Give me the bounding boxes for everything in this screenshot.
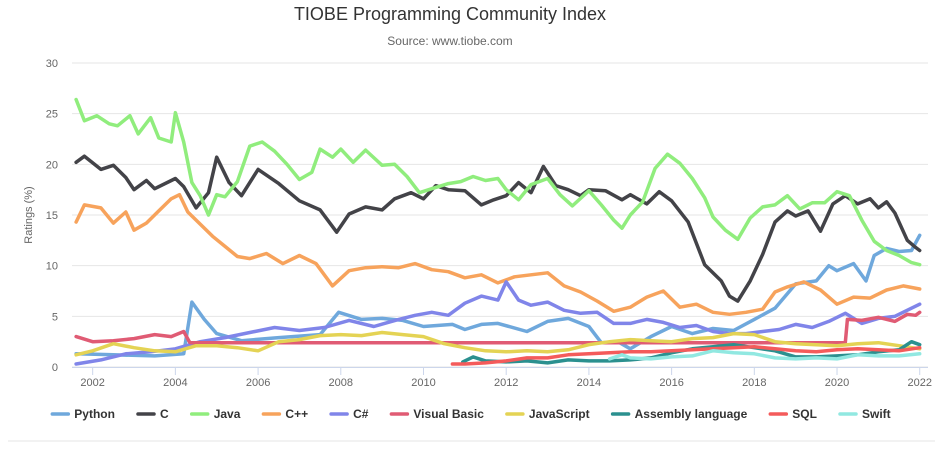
legend-item[interactable]: Assembly language: [610, 407, 748, 421]
x-tick-label: 2016: [659, 377, 683, 389]
x-tick-label: 2022: [907, 377, 931, 389]
series-line-c[interactable]: [74, 280, 922, 366]
y-tick-label: 10: [46, 261, 58, 273]
legend: Python C Java C++ C# Visual Basic JavaScript As…: [50, 407, 891, 421]
legend-item[interactable]: C++: [261, 407, 308, 421]
legend-label: C: [160, 407, 169, 421]
series-line-c[interactable]: [74, 154, 922, 303]
series-line-javascript[interactable]: [74, 330, 922, 357]
series-line-visual-basic[interactable]: [74, 310, 922, 345]
x-tick-label: 2002: [80, 377, 104, 389]
chart-subtitle: Source: www.tiobe.com: [387, 34, 512, 48]
series-line-java[interactable]: [74, 97, 922, 267]
series-line-sql[interactable]: [450, 344, 922, 366]
legend-label: Swift: [862, 407, 891, 421]
series-line-python[interactable]: [74, 233, 922, 358]
legend-item[interactable]: C: [136, 407, 169, 421]
x-tick-label: 2006: [246, 377, 270, 389]
x-tick-label: 2008: [329, 377, 353, 389]
legend-item[interactable]: SQL: [768, 407, 817, 421]
legend-label: Visual Basic: [413, 407, 484, 421]
x-tick-label: 2010: [411, 377, 435, 389]
legend-label: SQL: [792, 407, 817, 421]
legend-label: Java: [214, 407, 241, 421]
legend-label: C#: [353, 407, 369, 421]
chart-title: TIOBE Programming Community Index: [294, 4, 606, 24]
x-tick-label: 2012: [494, 377, 518, 389]
legend-label: C++: [285, 407, 308, 421]
legend-item[interactable]: JavaScript: [505, 407, 590, 421]
y-tick-label: 20: [46, 159, 58, 171]
legend-label: JavaScript: [529, 407, 590, 421]
series-layer: [74, 97, 922, 366]
axis-layer: 0 5 10 15 20 25 30 2002 2004 2006 2008 2010 2012 2014…: [46, 58, 932, 389]
y-axis-title: Ratings (%): [23, 186, 35, 243]
y-tick-label: 5: [52, 311, 58, 323]
y-tick-label: 15: [46, 210, 58, 222]
legend-label: Python: [74, 407, 115, 421]
legend-item[interactable]: Python: [50, 407, 115, 421]
y-tick-label: 0: [52, 362, 58, 374]
series-line-c[interactable]: [74, 192, 922, 317]
y-tick-label: 30: [46, 58, 58, 70]
x-tick-label: 2014: [577, 377, 601, 389]
legend-item[interactable]: Java: [189, 407, 241, 421]
y-tick-label: 25: [46, 109, 58, 121]
x-tick-label: 2018: [742, 377, 766, 389]
legend-item[interactable]: Visual Basic: [389, 407, 484, 421]
series-line-swift[interactable]: [607, 349, 922, 361]
legend-item[interactable]: C#: [329, 407, 369, 421]
legend-label: Assembly language: [635, 407, 748, 421]
x-tick-label: 2004: [163, 377, 187, 389]
x-tick-label: 2020: [825, 377, 849, 389]
legend-item[interactable]: Swift: [838, 407, 891, 421]
